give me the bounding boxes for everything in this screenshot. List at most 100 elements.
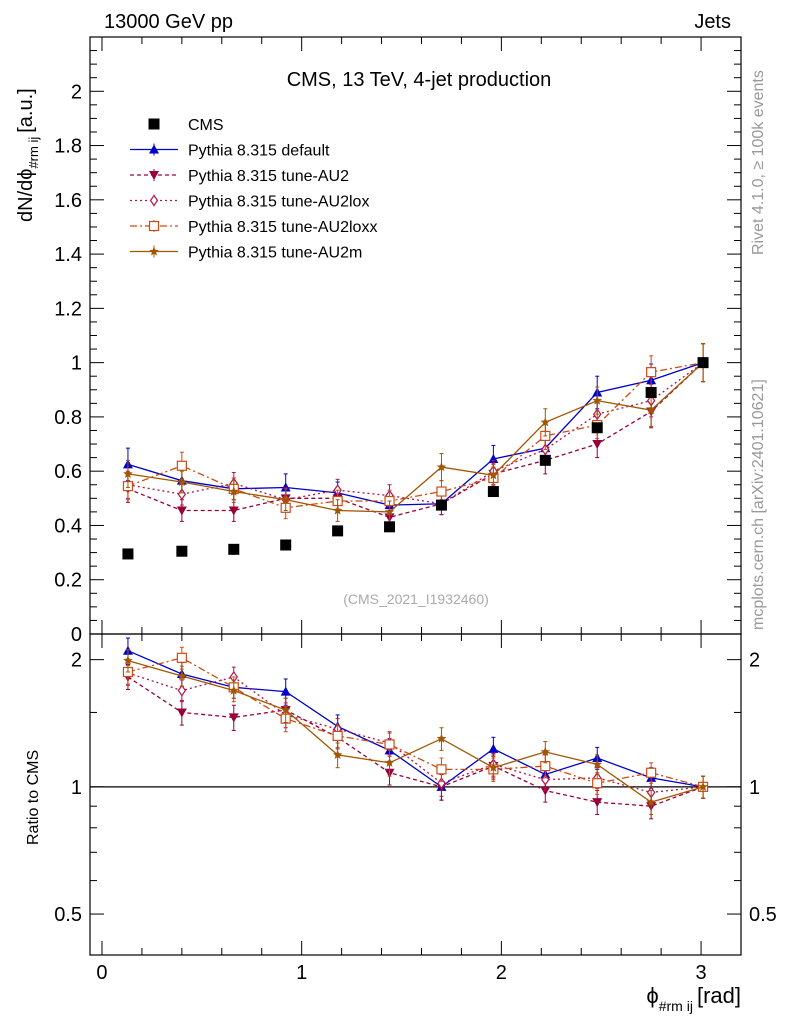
cms-data-point — [176, 545, 188, 557]
ratio-y-tick-label: 1 — [71, 777, 82, 799]
ratio-series-line — [127, 650, 704, 788]
ratio-point — [332, 730, 343, 742]
series-ratio-2 — [123, 660, 708, 805]
cms-data-point — [645, 386, 657, 398]
cms-data-point — [332, 525, 344, 537]
ratio-point — [229, 685, 239, 695]
y-tick-label: 1.4 — [54, 244, 82, 266]
data-point — [436, 462, 447, 472]
ratio-point — [177, 684, 187, 697]
ratio-point — [698, 781, 708, 791]
y-tick-label: 1 — [71, 353, 82, 375]
series-main-3 — [122, 343, 709, 520]
ratio-point — [123, 655, 133, 665]
cms-data-point — [122, 548, 134, 560]
x-axis-label-main: ϕ — [646, 983, 658, 1008]
ratio-series-layer — [122, 637, 709, 820]
y-axis-label-main: dN/dϕ — [15, 169, 37, 222]
cms-data — [122, 357, 709, 560]
ratio-y-axis-label: Ratio to CMS — [25, 750, 42, 845]
legend-label: Pythia 8.315 tune-AU2m — [188, 245, 362, 262]
ratio-point — [280, 686, 291, 696]
y-tick-label: 0.4 — [54, 515, 82, 537]
cms-data-point — [384, 521, 396, 533]
legend-marker — [148, 220, 160, 232]
ratio-ticks: 0 1 2 3 0.5 0.5 1 1 2 2 — [54, 634, 777, 984]
cms-data-point — [280, 539, 292, 551]
main-series-layer — [122, 343, 709, 560]
ratio-point — [436, 764, 447, 775]
legend-label: Pythia 8.315 tune-AU2 — [188, 168, 349, 185]
data-point — [177, 488, 187, 501]
data-point — [592, 395, 602, 405]
legend-entry-4: Pythia 8.315 tune-AU2loxx — [130, 219, 377, 236]
legend-marker — [149, 246, 159, 256]
ratio-point — [176, 708, 187, 718]
series-line — [127, 362, 704, 518]
legend-marker — [148, 118, 160, 130]
rivet-label: Rivet 4.1.0, ≥ 100k events — [750, 70, 767, 255]
y-tick-label: 2 — [71, 81, 82, 103]
ratio-y-tick-label-right: 1 — [749, 777, 760, 799]
data-point — [384, 506, 395, 516]
ratio-point — [646, 797, 656, 807]
legend-label: Pythia 8.315 tune-AU2lox — [188, 194, 369, 211]
ratio-point — [488, 743, 499, 753]
y-axis-label: dN/dϕ#rm ij [a.u.] — [15, 88, 41, 222]
ratio-point — [541, 773, 550, 786]
data-point — [540, 417, 551, 427]
ratio-point — [436, 733, 447, 743]
data-point — [228, 506, 239, 516]
data-point — [280, 494, 291, 504]
cms-data-point — [591, 422, 603, 434]
series-ratio-4 — [123, 649, 708, 816]
y-tick-label: 0.8 — [54, 407, 82, 429]
data-point — [123, 468, 133, 478]
ratio-point — [592, 778, 603, 789]
data-point — [176, 460, 187, 471]
y-axis-label-sub: #rm ij — [26, 137, 41, 169]
legend-entry-1: Pythia 8.315 default — [130, 143, 330, 160]
ratio-y-tick-label-right: 0.5 — [749, 904, 777, 926]
ratio-point — [488, 762, 499, 772]
ratio-y-tick-label-right: 2 — [749, 650, 760, 672]
cms-data-point — [697, 357, 709, 369]
data-point — [229, 486, 239, 496]
series-line — [127, 362, 704, 506]
ratio-point — [384, 739, 395, 750]
x-axis-label-sub: #rm ij — [659, 998, 693, 1014]
cms-data-point — [539, 454, 551, 466]
legend-label: Pythia 8.315 default — [188, 143, 330, 160]
x-tick-label: 3 — [695, 962, 706, 984]
series-ratio-0 — [122, 637, 709, 801]
chart-title: CMS, 13 TeV, 4-jet production — [287, 69, 552, 91]
ratio-point — [332, 749, 343, 759]
data-point — [176, 506, 187, 516]
y-tick-label: 1.8 — [54, 136, 82, 158]
series-ratio-3 — [122, 646, 709, 799]
legend-label: CMS — [188, 117, 224, 134]
data-point — [332, 505, 343, 515]
ratio-point — [592, 759, 602, 769]
ratio-point — [228, 713, 239, 723]
cms-data-point — [487, 486, 499, 498]
series-main-1 — [122, 343, 709, 529]
ratio-panel-frame — [89, 633, 742, 956]
x-tick-label: 2 — [496, 962, 507, 984]
x-axis-label: ϕ#rm ij [rad] — [646, 983, 741, 1014]
ratio-point — [280, 705, 291, 715]
ratio-point — [384, 757, 395, 767]
series-line — [127, 361, 704, 509]
legend-marker — [149, 144, 159, 154]
y-tick-label: 1.2 — [54, 298, 82, 320]
series-main-4 — [123, 343, 708, 524]
data-point — [177, 477, 187, 487]
x-axis-label-unit: [rad] — [697, 983, 741, 1008]
legend-label: Pythia 8.315 tune-AU2loxx — [188, 219, 377, 236]
ratio-point — [592, 798, 603, 808]
legend-entry-5: Pythia 8.315 tune-AU2m — [130, 245, 362, 262]
series-line — [127, 362, 704, 513]
y-tick-label: 0 — [71, 624, 82, 646]
ratio-point — [646, 767, 657, 778]
legend-entry-2: Pythia 8.315 tune-AU2 — [130, 168, 349, 185]
